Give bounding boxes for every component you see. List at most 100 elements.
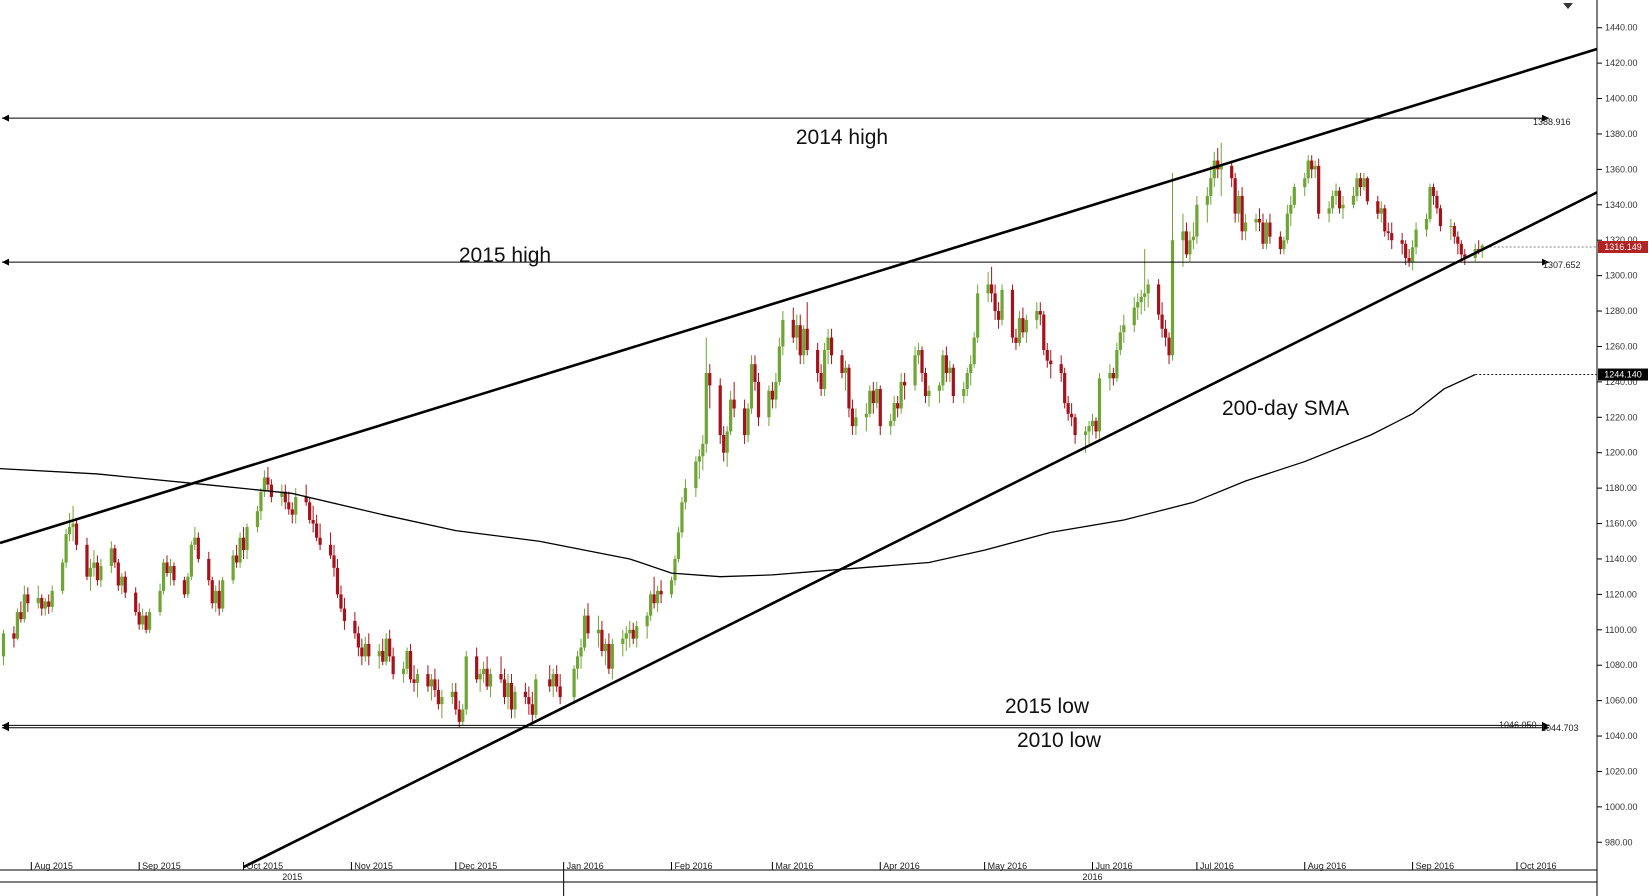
candle-body <box>586 615 590 634</box>
candle-body <box>308 502 312 520</box>
candle-body <box>548 679 552 687</box>
month-label: Nov 2015 <box>354 861 393 871</box>
candle-body <box>774 381 778 400</box>
candle-body <box>1094 420 1098 432</box>
candle-body <box>259 491 263 512</box>
candle-body <box>26 594 30 604</box>
price-tick-label: 1060.00 <box>1605 696 1638 706</box>
level-2014-high-arrow-right <box>1542 114 1549 122</box>
candle-body <box>972 337 976 365</box>
candle-body <box>708 373 712 386</box>
candle-body <box>847 367 851 409</box>
candle-body <box>67 527 72 535</box>
candle-body <box>1257 218 1262 223</box>
price-tick-label: 1420.00 <box>1605 58 1638 68</box>
candle-body <box>1181 231 1185 241</box>
candle-body <box>450 691 454 698</box>
candle-body <box>1070 413 1074 418</box>
candle-body <box>391 656 395 675</box>
candle-body <box>43 601 47 609</box>
candle-body <box>868 390 872 414</box>
candle-body <box>482 668 486 675</box>
candle-body <box>502 679 507 698</box>
candle-body <box>1330 195 1335 209</box>
candle-body <box>729 399 733 432</box>
candle-body <box>1410 247 1415 262</box>
candles-layer <box>1 142 1484 728</box>
candle-body <box>1212 160 1216 179</box>
candle-body <box>1424 218 1429 230</box>
candle-body <box>356 633 360 648</box>
candle-body <box>217 590 221 609</box>
price-tick-label: 1160.00 <box>1605 519 1637 529</box>
candle-body <box>95 562 100 581</box>
candle-body <box>241 537 246 551</box>
candle-body <box>1233 178 1237 214</box>
candle-body <box>878 388 882 427</box>
candle-body <box>1438 208 1443 227</box>
candle-body <box>99 566 103 581</box>
candle-body <box>1351 195 1356 205</box>
candle-body <box>1017 318 1022 343</box>
candle-body <box>969 364 973 374</box>
candle-body <box>579 647 583 657</box>
label-200-day-sma: 200-day SMA <box>1222 397 1349 420</box>
label-2015-low: 2015 low <box>1005 695 1090 718</box>
candle-body <box>635 626 639 639</box>
candle-body <box>287 502 291 510</box>
candle-body <box>1310 160 1314 170</box>
candle-body <box>381 651 385 662</box>
candle-body <box>1404 243 1408 258</box>
candle-body <box>401 668 406 675</box>
candle-body <box>1313 165 1317 170</box>
candle-body <box>976 293 980 338</box>
candle-body <box>645 615 649 627</box>
candle-body <box>798 325 802 356</box>
price-tick-label: 1140.00 <box>1605 554 1637 564</box>
candle-body <box>781 319 785 347</box>
candle-body <box>795 325 799 338</box>
price-tick-label: 1200.00 <box>1605 448 1638 458</box>
candle-body <box>655 590 660 604</box>
candle-body <box>899 381 903 409</box>
candle-body <box>927 390 931 397</box>
candle-body <box>819 373 823 389</box>
candle-body <box>478 674 482 680</box>
candle-body <box>990 284 994 294</box>
candle-body <box>631 629 635 639</box>
candle-body <box>488 674 493 687</box>
candle-body <box>134 592 138 613</box>
candle-body <box>1136 302 1140 308</box>
candle-body <box>144 615 148 630</box>
month-label: Jun 2016 <box>1096 861 1133 871</box>
chevron-down-icon[interactable] <box>1563 3 1573 9</box>
candle-body <box>1390 233 1394 241</box>
candle-body <box>582 615 587 648</box>
candle-body <box>1146 284 1150 294</box>
candle-body <box>255 511 260 528</box>
candle-body <box>937 385 942 391</box>
candle-body <box>64 534 68 563</box>
candle-body <box>527 697 531 705</box>
candle-body <box>1083 431 1088 435</box>
candle-body <box>694 461 698 489</box>
time-axis: Aug 2015 Sep 2015 Oct 2015 Nov 2015 Dec 2015… <box>0 861 1597 896</box>
candle-body <box>1355 178 1359 196</box>
candle-body <box>1063 373 1067 404</box>
month-label: Oct 2016 <box>1520 861 1557 871</box>
candle-body <box>353 620 357 634</box>
candle-body <box>311 520 315 524</box>
price-tick-label: 1180.00 <box>1605 483 1637 493</box>
candle-body <box>509 682 514 710</box>
candle-body <box>433 679 437 690</box>
candle-body <box>704 373 708 444</box>
price-tick-label: 1360.00 <box>1605 164 1638 174</box>
candle-body <box>1209 178 1213 196</box>
candle-body <box>120 576 124 586</box>
candle-body <box>996 311 1001 320</box>
candle-body <box>513 691 517 710</box>
candle-body <box>1000 289 1004 320</box>
candle-body <box>1414 229 1418 248</box>
candle-body <box>283 491 287 503</box>
candle-body <box>210 580 214 604</box>
